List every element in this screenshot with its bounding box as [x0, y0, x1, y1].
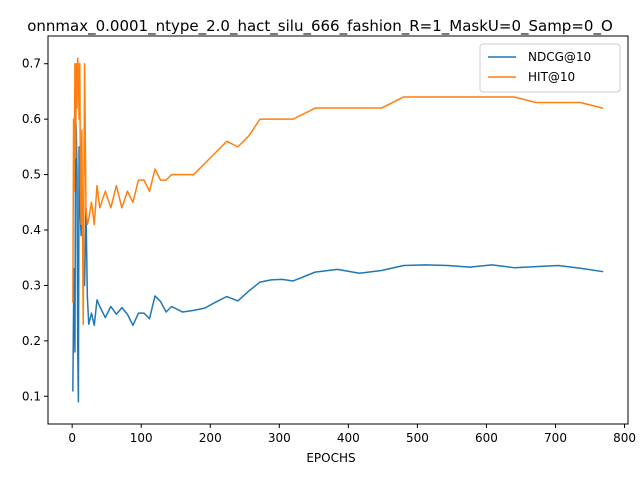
legend-label: HIT@10: [528, 70, 575, 84]
x-tick-label: 400: [337, 431, 360, 445]
x-tick-label: 800: [613, 431, 636, 445]
y-tick-label: 0.3: [22, 278, 41, 292]
y-tick-label: 0.7: [22, 57, 41, 71]
chart-title: onnmax_0.0001_ntype_2.0_hact_silu_666_fa…: [27, 17, 613, 36]
legend-box: [479, 43, 621, 93]
legend: NDCG@10 HIT@10: [479, 43, 621, 93]
x-axis-label: EPOCHS: [306, 451, 355, 465]
x-tick-label: 100: [130, 431, 153, 445]
series-line-1: [72, 57, 604, 325]
plot-area: [72, 57, 604, 403]
legend-label: NDCG@10: [528, 50, 591, 64]
x-tick-label: 200: [199, 431, 222, 445]
x-axis: 0 100 200 300 400 500 600 700 800: [68, 424, 636, 445]
x-tick-label: 0: [68, 431, 76, 445]
x-tick-label: 600: [475, 431, 498, 445]
y-tick-label: 0.5: [22, 168, 41, 182]
x-tick-label: 500: [406, 431, 429, 445]
x-tick-label: 700: [544, 431, 567, 445]
y-axis: 0.1 0.2 0.3 0.4 0.5 0.6 0.7: [22, 57, 48, 403]
y-tick-label: 0.2: [22, 334, 41, 348]
x-tick-label: 300: [268, 431, 291, 445]
y-tick-label: 0.1: [22, 389, 41, 403]
y-tick-label: 0.6: [22, 112, 41, 126]
y-tick-label: 0.4: [22, 223, 41, 237]
